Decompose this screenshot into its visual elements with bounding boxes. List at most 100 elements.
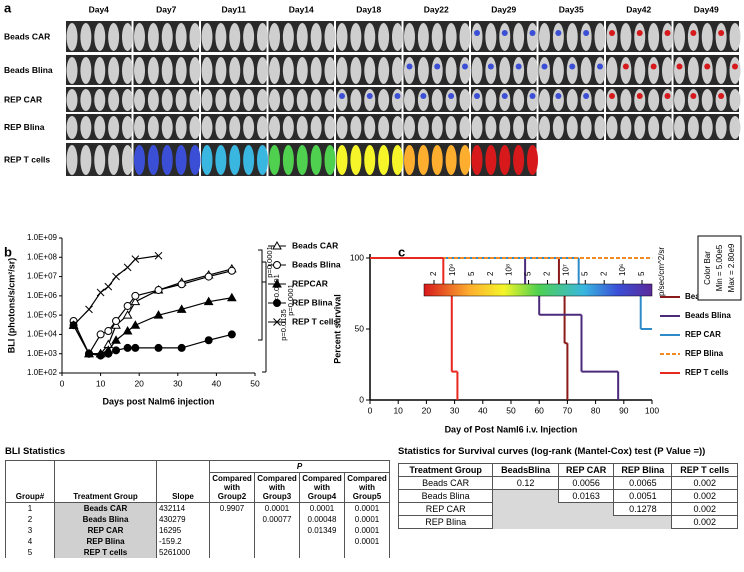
mouse: [257, 23, 268, 51]
table-cell: 0.0001: [344, 525, 390, 536]
mouse: [485, 23, 497, 51]
mouse: [580, 23, 592, 51]
table-cell: 3: [4, 525, 56, 536]
mouse: [701, 116, 713, 139]
mouse: [134, 89, 145, 111]
mouse: [350, 89, 362, 111]
empty-cell: [209, 547, 255, 558]
mouse: [310, 89, 322, 111]
day-label: Day4: [89, 4, 110, 14]
mouse: [324, 89, 336, 111]
table-row: 2 Beads Blina 430279 0.00077 0.00048 0.0001: [4, 514, 390, 525]
mouse: [566, 116, 578, 139]
mouse: [499, 23, 511, 51]
mouse: [134, 145, 145, 175]
mouse: [594, 23, 606, 51]
color-bar-label: 5: [467, 271, 476, 276]
marker: [122, 326, 133, 335]
x-tick-label: 40: [478, 405, 488, 415]
y-tick-label: 100: [350, 252, 364, 262]
mouse: [715, 89, 727, 111]
marker: [123, 263, 132, 272]
table-cell: 0.002: [671, 502, 738, 516]
table-cell: 0.002: [671, 476, 738, 490]
table-cell: 0.0163: [558, 489, 615, 503]
marker: [85, 305, 93, 314]
mouse: [594, 57, 606, 84]
empty-cell: [492, 489, 559, 503]
marker: [130, 320, 141, 329]
empty-cell: [344, 547, 390, 558]
legend-label: REP T cells: [685, 368, 729, 377]
mouse: [80, 145, 92, 175]
mouse: [269, 23, 280, 51]
color-bar-label: 2: [543, 271, 552, 276]
mouse: [161, 57, 173, 84]
legend-label: REP CAR: [685, 330, 721, 339]
mouse: [282, 89, 294, 111]
mouse: [94, 89, 106, 111]
color-bar-label: 5: [580, 271, 589, 276]
table-title: Statistics for Survival curves (log-rank…: [398, 446, 706, 457]
mouse: [499, 57, 511, 84]
mouse: [445, 57, 457, 84]
mouse: [161, 23, 173, 51]
signal-spot: [474, 30, 480, 36]
group-label: REP Blina: [4, 122, 45, 132]
mouse: [229, 23, 241, 51]
empty-cell: [254, 536, 300, 547]
mouse: [566, 89, 578, 111]
mouse: [648, 23, 660, 51]
signal-spot: [650, 63, 657, 70]
signal-spot: [394, 93, 401, 99]
group-label: Beads Blina: [4, 65, 53, 75]
mouse: [147, 23, 159, 51]
mouse: [108, 23, 120, 51]
column-group-header: P: [209, 460, 390, 473]
mouse: [594, 89, 606, 111]
mouse: [108, 145, 120, 175]
mouse: [108, 89, 120, 111]
table-cell: 0.002: [671, 515, 738, 529]
mouse: [215, 57, 227, 84]
mouse: [243, 23, 255, 51]
mouse: [687, 57, 699, 84]
mouse: [229, 57, 241, 84]
marker: [85, 349, 94, 358]
mouse: [729, 57, 741, 84]
marker: [154, 343, 163, 352]
mouse: [620, 23, 632, 51]
mouse: [282, 145, 294, 175]
mouse: [350, 23, 362, 51]
mouse: [147, 89, 159, 111]
mouse: [417, 57, 429, 84]
table: Group# Treatment Group Slope P Compared with…: [4, 460, 390, 558]
mouse: [662, 116, 673, 139]
mouse: [634, 116, 646, 139]
mouse: [471, 116, 483, 139]
x-axis-label: Days post Nalm6 injection: [102, 396, 214, 406]
marker: [131, 291, 140, 300]
mouse: [134, 23, 145, 51]
marker: [96, 351, 105, 360]
mouse: [189, 116, 201, 139]
color-bar-label: 10⁷: [561, 264, 570, 276]
mouse: [459, 89, 471, 111]
mouse: [80, 57, 92, 84]
marker: [177, 280, 186, 289]
mouse: [404, 145, 415, 175]
mouse: [215, 23, 227, 51]
mouse: [282, 116, 294, 139]
marker: [204, 272, 213, 281]
x-tick-label: 30: [173, 378, 183, 388]
signal-spot: [690, 93, 697, 99]
mouse: [701, 57, 713, 84]
column-header: REP T cells: [671, 463, 738, 477]
mouse: [243, 116, 255, 139]
mouse: [527, 89, 538, 111]
mouse: [392, 116, 403, 139]
mouse: [310, 23, 322, 51]
mouse: [257, 145, 268, 175]
marker: [204, 336, 213, 345]
mouse: [417, 23, 429, 51]
